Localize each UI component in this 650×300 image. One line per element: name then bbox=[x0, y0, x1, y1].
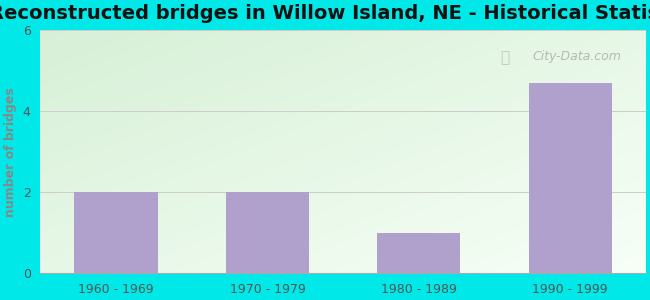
Bar bbox=[226, 192, 309, 273]
Bar bbox=[377, 232, 460, 273]
Bar bbox=[528, 83, 612, 273]
Text: ⦿: ⦿ bbox=[500, 50, 510, 65]
Title: Reconstructed bridges in Willow Island, NE - Historical Statistics: Reconstructed bridges in Willow Island, … bbox=[0, 4, 650, 23]
Bar bbox=[75, 192, 158, 273]
Text: City-Data.com: City-Data.com bbox=[533, 50, 621, 63]
Y-axis label: number of bridges: number of bridges bbox=[4, 87, 17, 217]
